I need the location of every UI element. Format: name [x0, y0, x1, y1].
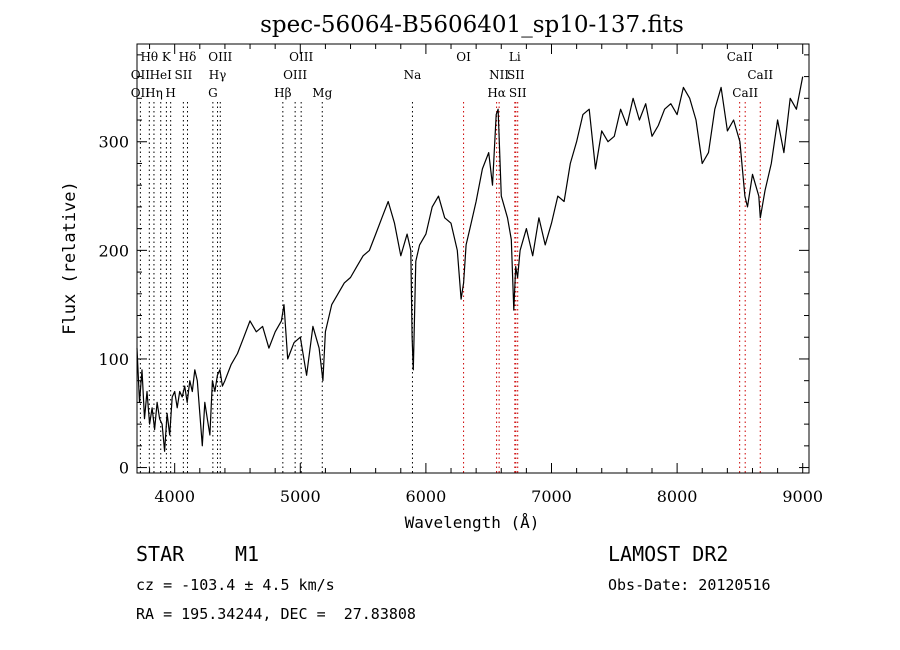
line-label: Na [404, 68, 422, 82]
line-label: Hα [487, 86, 506, 100]
line-label: NII [489, 68, 509, 82]
line-label: K [162, 50, 172, 64]
plot-frame [136, 43, 810, 474]
line-label: G [208, 86, 218, 100]
line-label: OII [131, 86, 151, 100]
x-tick-label: 6000 [406, 487, 447, 506]
line-label: Li [509, 50, 521, 64]
line-label: OIII [283, 68, 307, 82]
x-tick-label: 4000 [154, 487, 195, 506]
line-label: CaII [747, 68, 773, 82]
obs-date-text: Obs-Date: 20120516 [608, 576, 771, 594]
line-label: SII [509, 86, 527, 100]
x-tick-label: 7000 [531, 487, 572, 506]
survey-label: LAMOST DR2 [608, 542, 728, 566]
y-tick-label: 200 [98, 241, 129, 260]
line-label: H [165, 86, 175, 100]
x-tick-label: 8000 [657, 487, 698, 506]
y-tick-label: 100 [98, 350, 129, 369]
x-tick-label: 5000 [280, 487, 321, 506]
line-label: HeI [150, 68, 173, 82]
line-label: SII [174, 68, 192, 82]
line-label: OII [131, 68, 151, 82]
x-tick-label: 9000 [782, 487, 823, 506]
marker-lines [139, 102, 761, 473]
cz-text: cz = -103.4 ± 4.5 km/s [136, 576, 335, 594]
line-label: OI [456, 50, 471, 64]
line-label: Mg [312, 86, 332, 100]
spectrum-line [136, 76, 804, 452]
line-label: CaII [727, 50, 753, 64]
x-axis-label: Wavelength (Å) [405, 513, 540, 532]
line-label: Hη [145, 86, 163, 100]
y-tick-label: 0 [119, 459, 129, 478]
y-tick-label: 300 [98, 133, 129, 152]
line-label: Hβ [274, 86, 291, 100]
chart-title: spec-56064-B5606401_sp10-137.fits [260, 12, 684, 38]
line-label: SII [507, 68, 525, 82]
spectrum-series [136, 76, 804, 452]
line-label: Hθ [140, 50, 158, 64]
y-axis-label: Flux (relative) [60, 181, 80, 335]
line-label: OIII [208, 50, 232, 64]
x-axis-ticks: 4000 5000 6000 7000 8000 9000 [149, 44, 823, 506]
line-label: CaII [732, 86, 758, 100]
line-label: Hδ [179, 50, 197, 64]
line-label: Hγ [209, 68, 227, 82]
class-label: STAR [136, 542, 185, 566]
line-label: OIII [289, 50, 313, 64]
y-axis-ticks: 0 100 200 300 [98, 54, 809, 478]
radec-text: RA = 195.34244, DEC = 27.83808 [136, 605, 416, 623]
subclass-label: M1 [235, 542, 259, 566]
